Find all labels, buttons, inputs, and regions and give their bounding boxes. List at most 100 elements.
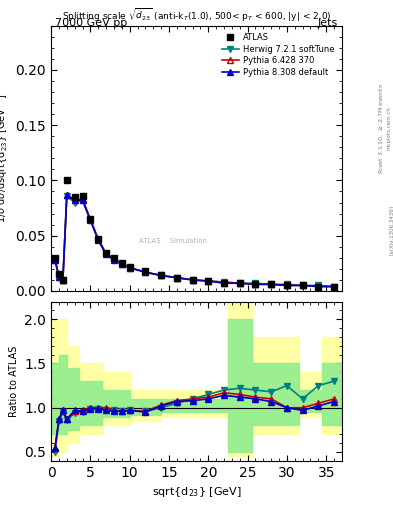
Pythia 8.308 default	[80, 197, 85, 203]
Y-axis label: Ratio to ATLAS: Ratio to ATLAS	[9, 346, 19, 417]
Herwig 7.2.1 softTune	[159, 272, 163, 279]
ATLAS	[88, 216, 93, 222]
Herwig 7.2.1 softTune	[174, 274, 179, 281]
Herwig 7.2.1 softTune	[112, 256, 116, 262]
Text: Jets: Jets	[318, 18, 338, 28]
Herwig 7.2.1 softTune	[237, 280, 242, 286]
Pythia 8.308 default	[127, 265, 132, 271]
Pythia 6.428 370	[53, 257, 57, 263]
ATLAS	[119, 260, 124, 266]
ATLAS	[104, 250, 108, 257]
Pythia 6.428 370	[80, 196, 85, 202]
Herwig 7.2.1 softTune	[88, 217, 93, 223]
Pythia 6.428 370	[253, 281, 258, 287]
Herwig 7.2.1 softTune	[96, 237, 101, 243]
Pythia 6.428 370	[112, 256, 116, 262]
Pythia 8.308 default	[190, 277, 195, 283]
Legend: ATLAS, Herwig 7.2.1 softTune, Pythia 6.428 370, Pythia 8.308 default: ATLAS, Herwig 7.2.1 softTune, Pythia 6.4…	[219, 30, 338, 80]
X-axis label: sqrt{d$_{23}$} [GeV]: sqrt{d$_{23}$} [GeV]	[152, 485, 241, 499]
Pythia 6.428 370	[119, 261, 124, 267]
Pythia 8.308 default	[174, 274, 179, 281]
Pythia 6.428 370	[300, 282, 305, 288]
Pythia 8.308 default	[159, 272, 163, 279]
Herwig 7.2.1 softTune	[222, 279, 226, 285]
Pythia 6.428 370	[237, 280, 242, 286]
Herwig 7.2.1 softTune	[206, 278, 211, 284]
Pythia 8.308 default	[119, 261, 124, 267]
Herwig 7.2.1 softTune	[332, 284, 336, 290]
Herwig 7.2.1 softTune	[269, 281, 274, 287]
Pythia 8.308 default	[96, 237, 101, 243]
ATLAS	[285, 282, 289, 288]
ATLAS	[222, 280, 226, 286]
Pythia 6.428 370	[88, 216, 93, 222]
ATLAS	[127, 264, 132, 270]
Pythia 8.308 default	[143, 269, 148, 275]
ATLAS	[61, 277, 65, 283]
Herwig 7.2.1 softTune	[61, 277, 65, 283]
Pythia 8.308 default	[112, 257, 116, 263]
Pythia 6.428 370	[96, 236, 101, 242]
Line: Pythia 6.428 370: Pythia 6.428 370	[52, 192, 337, 289]
ATLAS	[159, 272, 163, 279]
Herwig 7.2.1 softTune	[53, 257, 57, 263]
ATLAS	[53, 255, 57, 261]
Pythia 8.308 default	[300, 282, 305, 288]
Pythia 6.428 370	[104, 250, 108, 257]
ATLAS	[300, 282, 305, 288]
Pythia 8.308 default	[316, 284, 321, 290]
ATLAS	[64, 177, 69, 183]
Pythia 8.308 default	[206, 278, 211, 284]
Herwig 7.2.1 softTune	[190, 277, 195, 283]
Herwig 7.2.1 softTune	[64, 193, 69, 199]
ATLAS	[332, 284, 336, 290]
ATLAS	[57, 271, 61, 278]
Pythia 6.428 370	[190, 277, 195, 283]
Text: mcplots.cern.ch: mcplots.cern.ch	[387, 106, 391, 150]
Pythia 8.308 default	[222, 280, 226, 286]
Pythia 8.308 default	[61, 277, 65, 283]
Line: Herwig 7.2.1 softTune: Herwig 7.2.1 softTune	[52, 193, 337, 289]
Herwig 7.2.1 softTune	[253, 280, 258, 286]
Pythia 6.428 370	[61, 277, 65, 283]
Herwig 7.2.1 softTune	[80, 197, 85, 203]
Herwig 7.2.1 softTune	[57, 273, 61, 280]
Pythia 8.308 default	[332, 284, 336, 290]
Pythia 6.428 370	[316, 284, 321, 290]
Pythia 6.428 370	[222, 279, 226, 285]
Text: ATLAS    Simulation: ATLAS Simulation	[139, 238, 207, 244]
Text: Rivet 3.1.10, $\geq$ 2.7M events: Rivet 3.1.10, $\geq$ 2.7M events	[377, 82, 385, 174]
ATLAS	[80, 193, 85, 199]
Herwig 7.2.1 softTune	[300, 282, 305, 288]
Pythia 6.428 370	[127, 265, 132, 271]
ATLAS	[72, 194, 77, 200]
ATLAS	[143, 268, 148, 274]
Pythia 8.308 default	[285, 282, 289, 288]
Pythia 8.308 default	[64, 191, 69, 198]
ATLAS	[269, 281, 274, 287]
Pythia 6.428 370	[206, 278, 211, 284]
Herwig 7.2.1 softTune	[119, 261, 124, 267]
Pythia 6.428 370	[285, 282, 289, 288]
ATLAS	[96, 236, 101, 242]
Line: Pythia 8.308 default: Pythia 8.308 default	[52, 192, 337, 289]
ATLAS	[316, 284, 321, 290]
Pythia 8.308 default	[104, 251, 108, 258]
ATLAS	[206, 278, 211, 284]
Pythia 8.308 default	[269, 281, 274, 287]
Pythia 6.428 370	[72, 197, 77, 203]
Herwig 7.2.1 softTune	[104, 251, 108, 258]
Herwig 7.2.1 softTune	[316, 282, 321, 288]
Pythia 6.428 370	[143, 269, 148, 275]
ATLAS	[174, 274, 179, 281]
ATLAS	[190, 277, 195, 283]
Y-axis label: 1/$\sigma$ d$\sigma$/dsqrt{d$_{23}$} [GeV$^{-1}$]: 1/$\sigma$ d$\sigma$/dsqrt{d$_{23}$} [Ge…	[0, 93, 10, 223]
Pythia 6.428 370	[269, 281, 274, 287]
Pythia 8.308 default	[253, 281, 258, 287]
ATLAS	[112, 255, 116, 261]
Pythia 8.308 default	[88, 217, 93, 223]
Herwig 7.2.1 softTune	[72, 200, 77, 206]
Pythia 6.428 370	[159, 272, 163, 279]
Text: 7000 GeV pp: 7000 GeV pp	[55, 18, 127, 28]
Pythia 8.308 default	[57, 273, 61, 280]
